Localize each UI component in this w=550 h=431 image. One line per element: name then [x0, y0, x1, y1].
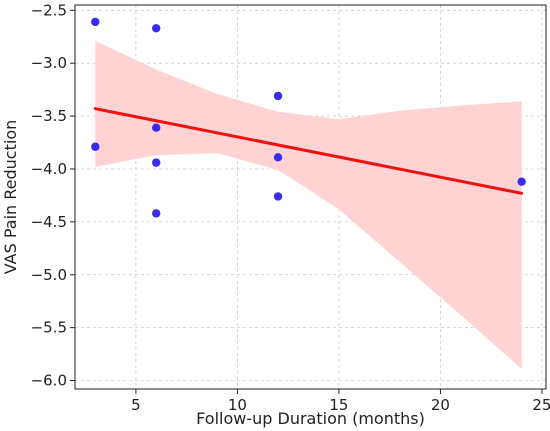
y-tick-label: −6.0 [31, 372, 67, 390]
y-tick-label: −5.5 [31, 319, 67, 337]
data-point [152, 24, 161, 33]
data-point [517, 177, 526, 186]
plot-frame [74, 4, 547, 390]
y-tick-label: −5.0 [31, 266, 67, 284]
data-point [273, 153, 283, 162]
confidence-band [95, 41, 522, 369]
data-point [91, 17, 100, 27]
confidence-band-group [95, 41, 522, 369]
regression-line-group [93, 107, 524, 195]
x-tick-label: 5 [131, 396, 141, 414]
data-point [152, 209, 161, 218]
regression-line [93, 107, 524, 195]
y-tick-label: −3.5 [31, 107, 67, 125]
x-tick-label: 10 [228, 396, 247, 414]
data-point [152, 123, 161, 132]
data-point [152, 158, 161, 167]
y-tick-label: −3.0 [31, 54, 67, 72]
y-axis-label: VAS Pain Reduction [1, 120, 20, 275]
data-point [273, 192, 283, 201]
y-tick-label: −4.0 [31, 160, 67, 178]
y-axis-ticks: −2.5 −3.0 −3.5 −4.0 −4.5 −5.0 −5.5 −6.0 [31, 1, 75, 390]
x-tick-label: 15 [329, 396, 348, 414]
y-tick-label: −2.5 [31, 1, 67, 19]
data-point [273, 91, 283, 101]
x-axis-ticks: 5 10 15 20 25 [131, 389, 550, 414]
x-tick-label: 20 [431, 396, 450, 414]
data-points-group [91, 17, 526, 218]
x-tick-label: 25 [532, 396, 550, 414]
x-axis-label: Follow-up Duration (months) [196, 409, 425, 428]
y-tick-label: −4.5 [31, 213, 67, 231]
data-point [91, 142, 100, 151]
